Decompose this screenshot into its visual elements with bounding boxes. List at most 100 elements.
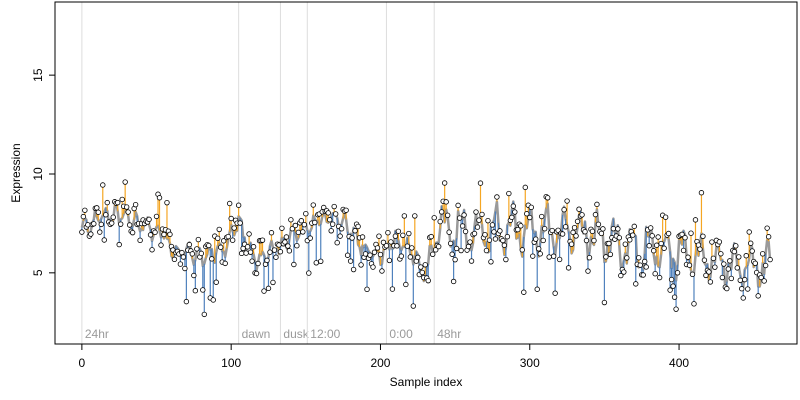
data-point-188: [359, 234, 366, 240]
data-point-13: [98, 221, 104, 228]
data-point-277: [492, 236, 499, 242]
data-point-325: [564, 198, 570, 204]
data-point-344: [592, 211, 599, 218]
data-point-445: [743, 253, 749, 259]
data-point-361: [618, 272, 624, 279]
data-point-15: [101, 237, 107, 243]
data-point-251: [453, 245, 460, 252]
data-point-301: [528, 204, 534, 211]
data-point-110: [243, 250, 249, 256]
data-point-443: [740, 295, 746, 301]
data-point-284: [503, 256, 509, 263]
data-point-406: [685, 254, 691, 260]
data-point-276: [491, 229, 497, 235]
marker-label-3: 12:00: [310, 327, 340, 341]
data-point-297: [522, 184, 528, 191]
y-axis-title: Expression: [9, 143, 23, 202]
data-point-260: [467, 239, 473, 245]
data-point-298: [524, 211, 530, 217]
data-point-317: [552, 290, 558, 296]
data-point-386: [655, 234, 661, 240]
data-point-280: [497, 228, 503, 234]
data-point-320: [556, 256, 563, 263]
data-point-267: [477, 180, 484, 186]
data-point-10: [94, 205, 100, 211]
data-point-448: [748, 240, 754, 246]
data-point-221: [409, 245, 415, 251]
data-point-365: [624, 255, 630, 261]
y-tick-label-1: 10: [31, 167, 45, 181]
data-point-174: [338, 226, 345, 232]
data-point-143: [292, 222, 299, 229]
data-point-193: [367, 252, 373, 258]
data-point-415: [698, 190, 705, 196]
data-point-459: [764, 225, 770, 231]
y-tick-label-2: 15: [31, 68, 45, 82]
data-point-153: [307, 235, 313, 241]
plot-frame: [54, 1, 798, 345]
data-point-363: [621, 269, 627, 275]
data-point-434: [727, 258, 733, 264]
data-point-296: [521, 289, 527, 295]
data-point-46: [147, 232, 154, 238]
data-point-271: [483, 247, 490, 254]
data-point-106: [237, 220, 243, 226]
x-axis-title: Sample index: [390, 375, 463, 389]
data-point-385: [653, 242, 660, 248]
data-point-239: [435, 243, 442, 250]
data-point-45: [146, 216, 152, 223]
data-point-147: [298, 218, 305, 224]
data-point-217: [403, 281, 409, 288]
data-point-85: [206, 242, 212, 249]
data-point-312: [544, 195, 551, 201]
marker-label-0: 24hr: [85, 327, 109, 341]
data-point-150: [303, 210, 309, 217]
data-point-156: [312, 219, 318, 226]
data-point-337: [582, 228, 588, 235]
data-point-354: [607, 251, 614, 258]
data-point-270: [482, 232, 488, 238]
data-point-369: [630, 232, 636, 238]
data-point-88: [210, 297, 216, 303]
data-point-187: [358, 262, 364, 268]
data-point-236: [431, 215, 437, 221]
data-point-180: [347, 258, 354, 264]
data-point-422: [709, 239, 715, 245]
data-point-121: [259, 237, 266, 243]
data-point-245: [444, 212, 451, 218]
data-point-273: [486, 237, 493, 243]
data-point-388: [658, 240, 664, 247]
data-point-449: [749, 248, 755, 254]
data-point-218: [404, 243, 411, 249]
data-point-171: [334, 240, 340, 246]
data-point-376: [640, 272, 646, 278]
data-point-316: [550, 253, 557, 259]
data-point-228: [419, 269, 425, 276]
data-point-132: [276, 242, 282, 248]
data-point-435: [728, 275, 735, 282]
data-point-62: [171, 256, 178, 263]
x-tick-label-4: 400: [669, 356, 689, 370]
data-point-81: [200, 287, 206, 293]
data-point-323: [561, 206, 567, 213]
data-point-219: [406, 230, 412, 237]
marker-layer: 24hr dawn dusk 12:00 0:00 48hr: [81, 2, 461, 344]
data-point-265: [474, 224, 481, 230]
data-point-4: [85, 222, 91, 228]
data-point-457: [761, 278, 767, 284]
data-point-114: [249, 258, 255, 264]
data-point-140: [288, 217, 294, 223]
data-point-111: [244, 244, 251, 250]
data-point-439: [734, 265, 740, 271]
data-point-380: [646, 243, 652, 249]
data-point-55: [161, 231, 167, 238]
data-point-210: [392, 233, 399, 239]
data-point-371: [633, 281, 639, 287]
data-point-332: [574, 218, 581, 225]
data-point-92: [216, 226, 222, 233]
data-point-253: [456, 215, 463, 221]
data-point-11: [95, 209, 101, 215]
data-point-243: [441, 180, 448, 186]
data-point-404: [682, 234, 688, 241]
data-point-220: [407, 254, 414, 260]
